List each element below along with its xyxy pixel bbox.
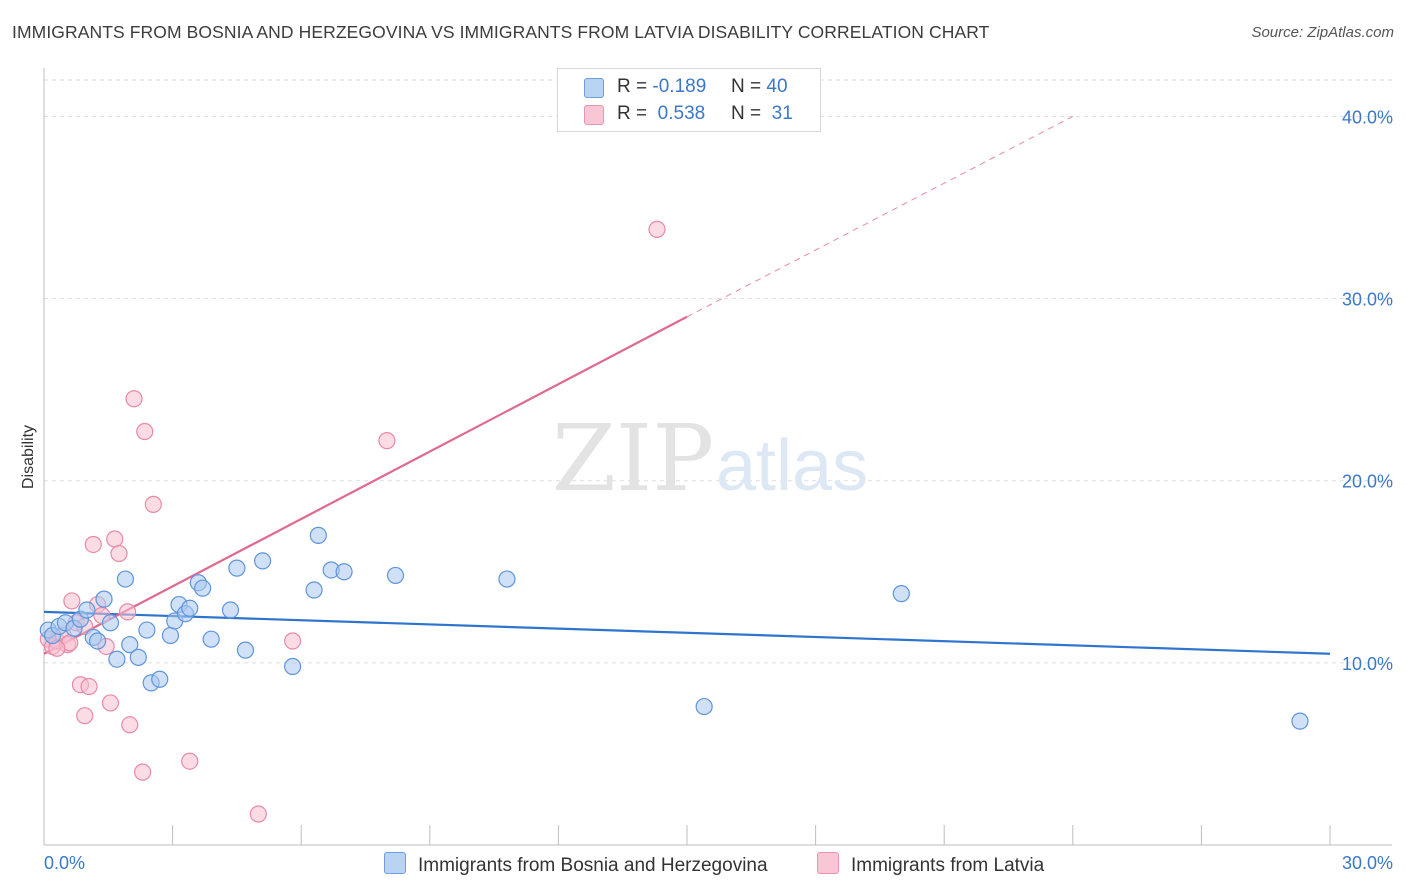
trend-line-latvia-extension [686,115,1074,318]
point-latvia [181,752,199,770]
bottom-legend-label-latvia: Immigrants from Latvia [851,855,1045,876]
legend-r-bosnia: R = -0.189 [617,76,707,97]
bottom-legend-bosnia: Immigrants from Bosnia and Herzegovina [384,852,768,877]
point-bosnia [88,632,107,650]
point-bosnia [161,626,180,645]
y-tick-label: 30.0% [1342,290,1393,310]
point-latvia [136,422,154,441]
series-latvia-points [39,220,666,823]
watermark: ZIP atlas [552,405,868,512]
point-bosnia [228,559,246,577]
point-bosnia [236,641,255,659]
point-bosnia [95,590,113,608]
y-axis-label: Disability [20,425,37,489]
legend-n-value-latvia: 31 [771,103,793,124]
bottom-legend-latvia: Immigrants from Latvia [817,852,1044,877]
point-bosnia [498,570,516,588]
point-bosnia [305,581,323,599]
point-latvia [125,390,143,408]
point-bosnia [1291,712,1309,730]
point-latvia [133,763,152,781]
point-bosnia [892,585,910,603]
trend-lines [43,115,1331,655]
legend-swatch-latvia [584,105,604,125]
point-bosnia [695,697,713,716]
x-tick-label-min: 0.0% [44,853,85,873]
point-latvia [110,544,128,563]
point-latvia [63,592,81,610]
y-tick-label: 20.0% [1342,472,1393,492]
trend-line-bosnia [43,610,1331,655]
legend-n-value-bosnia: 40 [766,76,788,97]
bottom-legend-label-bosnia: Immigrants from Bosnia and Herzegovina [418,855,768,876]
grid-lines [44,79,1392,664]
watermark-zip: ZIP [552,405,714,512]
legend-n-bosnia: N = 40 [731,76,788,97]
x-axis-ticks [43,825,1331,845]
point-latvia [249,805,267,823]
series-bosnia-points [39,526,1309,730]
legend-r-latvia: R = 0.538 [617,103,706,124]
point-bosnia [254,552,272,570]
point-bosnia [284,657,302,676]
point-latvia [121,716,139,734]
point-latvia [106,530,124,548]
point-latvia [101,694,120,712]
stats-legend: R = -0.189 N = 40 R = 0.538 N = 31 [557,68,821,132]
point-bosnia [108,650,126,668]
legend-swatch-bosnia [584,78,604,98]
point-bosnia [138,621,156,639]
point-bosnia [221,601,240,619]
point-latvia [378,432,396,450]
point-bosnia [181,599,199,617]
point-bosnia [101,614,120,632]
legend-r-value-latvia: 0.538 [657,103,706,124]
point-bosnia [386,566,405,585]
y-tick-label: 10.0% [1342,654,1393,674]
point-bosnia [151,670,169,688]
point-latvia [80,677,98,696]
point-bosnia [116,570,135,588]
source-credit: Source: ZipAtlas.com [1251,24,1394,41]
chart-title: IMMIGRANTS FROM BOSNIA AND HERZEGOVINA V… [12,22,990,42]
point-bosnia [78,601,96,619]
y-tick-label: 40.0% [1342,107,1393,127]
legend-n-latvia: N = 31 [731,103,793,124]
point-bosnia [309,526,327,544]
point-bosnia [129,648,147,666]
legend-r-value-bosnia: -0.189 [652,76,707,97]
point-latvia [84,535,102,554]
axes [43,68,1392,846]
point-bosnia [121,636,139,654]
point-bosnia [194,579,212,597]
x-tick-label-max: 30.0% [1342,853,1393,873]
point-latvia [284,632,302,650]
point-latvia [76,707,94,725]
point-latvia [144,495,162,513]
point-bosnia [202,630,220,648]
point-latvia [648,220,666,238]
bottom-legend-swatch-bosnia [384,852,406,874]
point-bosnia [335,563,353,581]
y-tick-labels: 10.0% 20.0% 30.0% 40.0% [1342,107,1393,673]
trend-line-latvia [43,315,688,655]
bottom-legend-swatch-latvia [817,852,839,874]
point-latvia [118,603,137,621]
watermark-atlas: atlas [716,426,868,506]
